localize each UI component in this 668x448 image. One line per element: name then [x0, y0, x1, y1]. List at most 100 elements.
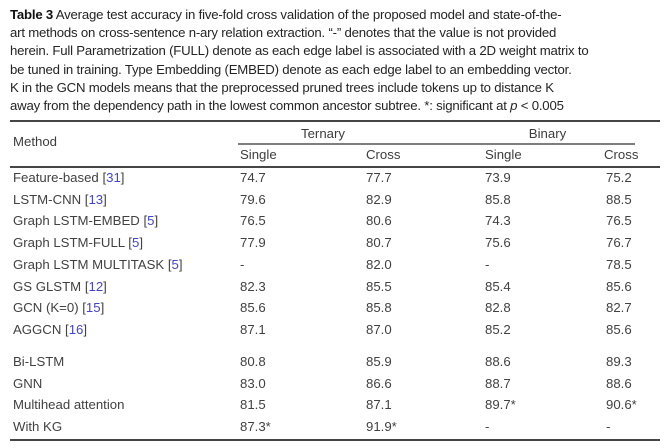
value-cell: 87.3*: [240, 418, 271, 434]
value-cell: 85.4: [485, 278, 511, 294]
value-cell: 85.6: [606, 278, 632, 294]
caption-text: away from the dependency path in the low…: [10, 98, 511, 114]
column-header-method: Method: [13, 133, 57, 149]
cite-close-bracket: ]: [103, 278, 107, 294]
citation-link[interactable]: 13: [88, 191, 104, 207]
column-header-binary-single: Single: [485, 147, 522, 162]
value-cell: 85.8: [366, 300, 392, 316]
caption-line: away from the dependency path in the low…: [10, 97, 664, 115]
table-row: With KG 87.3* 91.9* - -: [0, 416, 668, 437]
cite-close-bracket: ]: [120, 170, 125, 185]
value-cell: 82.0: [366, 256, 392, 272]
value-cell: 81.5: [240, 397, 266, 412]
table-row: GS GLSTM [12] 82.3 85.5 85.4 85.6: [0, 276, 668, 297]
value-cell: 85.6: [606, 321, 632, 337]
method-name: Multihead attention: [13, 397, 125, 412]
cite-close-bracket: ]: [83, 321, 88, 337]
value-cell: 83.0: [240, 375, 266, 391]
method-cell: Bi-LSTM: [13, 351, 64, 372]
method-cell: GS GLSTM [12]: [13, 276, 107, 297]
value-cell: 74.3: [485, 213, 511, 229]
value-cell: 85.6: [240, 300, 266, 316]
citation-link[interactable]: 5: [147, 213, 155, 229]
caption-text: Average test accuracy in five-fold cross…: [53, 7, 562, 22]
value-cell: 88.6: [606, 375, 632, 391]
value-cell: -: [606, 418, 611, 434]
citation-link[interactable]: 31: [106, 170, 121, 185]
value-cell: 80.8: [240, 354, 266, 369]
method-name: With KG: [13, 418, 63, 434]
column-group-ternary: Ternary: [301, 125, 345, 141]
value-cell: 91.9*: [366, 418, 397, 434]
method-name: GS GLSTM: [13, 278, 82, 294]
method-name: Graph LSTM MULTITASK: [13, 256, 165, 272]
value-cell: 87.1: [240, 321, 266, 337]
method-name: GCN (K=0): [13, 300, 79, 316]
value-cell: 82.7: [606, 300, 632, 316]
value-cell: 88.5: [606, 191, 632, 207]
cite-open-bracket: [: [124, 235, 132, 251]
table-row: GNN 83.0 86.6 88.7 88.6: [0, 373, 668, 394]
citation-link[interactable]: 5: [171, 256, 179, 272]
method-cell: Multihead attention: [13, 394, 124, 415]
value-cell: 90.6*: [606, 397, 637, 412]
method-cell: GCN (K=0) [15]: [13, 297, 104, 318]
citation-link[interactable]: 5: [131, 235, 140, 251]
value-cell: 78.5: [606, 256, 632, 272]
cite-close-bracket: ]: [154, 213, 159, 229]
value-cell: -: [485, 418, 490, 434]
p-value-variable: p: [510, 98, 518, 114]
method-cell: With KG: [13, 416, 62, 437]
value-cell: 79.6: [240, 191, 266, 207]
value-cell: 88.7: [485, 375, 511, 391]
caption-line: herein. Full Parametrization (FULL) deno…: [10, 43, 589, 59]
table-row: AGGCN [16] 87.1 87.0 85.2 85.6: [0, 319, 668, 340]
table-row: Multihead attention 81.5 87.1 89.7* 90.6*: [0, 394, 668, 415]
citation-link[interactable]: 16: [68, 321, 84, 337]
table-row: Graph LSTM MULTITASK [5] - 82.0 - 78.5: [0, 254, 668, 275]
method-cell: LSTM-CNN [13]: [13, 189, 107, 210]
citation-link[interactable]: 15: [85, 300, 101, 316]
table-number-label: Table 3: [10, 7, 54, 22]
value-cell: 85.9: [366, 354, 392, 369]
value-cell: 85.2: [485, 321, 511, 337]
method-name: Feature-based: [13, 170, 99, 185]
value-cell: 76.5: [606, 213, 632, 229]
citation-link[interactable]: 12: [88, 278, 104, 294]
column-header-ternary-cross: Cross: [366, 147, 401, 162]
value-cell: 87.0: [366, 321, 392, 337]
value-cell: 80.6: [366, 213, 392, 229]
table-row: LSTM-CNN [13] 79.6 82.9 85.8 88.5: [0, 189, 668, 210]
method-name: LSTM-CNN: [13, 191, 82, 207]
cite-open-bracket: [: [81, 191, 89, 207]
value-cell: 82.3: [240, 278, 266, 294]
method-cell: Graph LSTM-EMBED [5]: [13, 210, 158, 231]
value-cell: 76.7: [606, 235, 632, 251]
method-name: Graph LSTM-EMBED: [13, 213, 140, 229]
header-bottom-rule: [10, 166, 660, 169]
caption-text: < 0.005: [517, 98, 564, 114]
value-cell: 89.7*: [485, 397, 516, 412]
method-cell: Graph LSTM MULTITASK [5]: [13, 254, 183, 275]
value-cell: 74.7: [240, 170, 266, 185]
cite-open-bracket: [: [139, 213, 148, 229]
value-cell: 77.9: [240, 235, 266, 251]
value-cell: 80.7: [366, 235, 392, 251]
caption-line: Table 3 Average test accuracy in five-fo…: [10, 6, 664, 24]
value-cell: 73.9: [485, 170, 511, 185]
method-cell: GNN: [13, 373, 42, 394]
cite-close-bracket: ]: [100, 300, 105, 316]
method-cell: Feature-based [31]: [13, 167, 124, 188]
value-cell: 82.8: [485, 300, 511, 316]
table-row: Bi-LSTM 80.8 85.9 88.6 89.3: [0, 351, 668, 372]
value-cell: 85.8: [485, 191, 511, 207]
value-cell: -: [240, 256, 245, 272]
caption-line: be tuned in training. Type Embedding (EM…: [10, 61, 572, 77]
method-name: Graph LSTM-FULL: [13, 235, 125, 251]
value-cell: 77.7: [366, 170, 392, 185]
cite-close-bracket: ]: [139, 235, 143, 251]
value-cell: 76.5: [240, 213, 266, 229]
caption-line: art methods on cross-sentence n-ary rela…: [10, 25, 557, 41]
table-row: Graph LSTM-FULL [5] 77.9 80.7 75.6 76.7: [0, 232, 668, 253]
